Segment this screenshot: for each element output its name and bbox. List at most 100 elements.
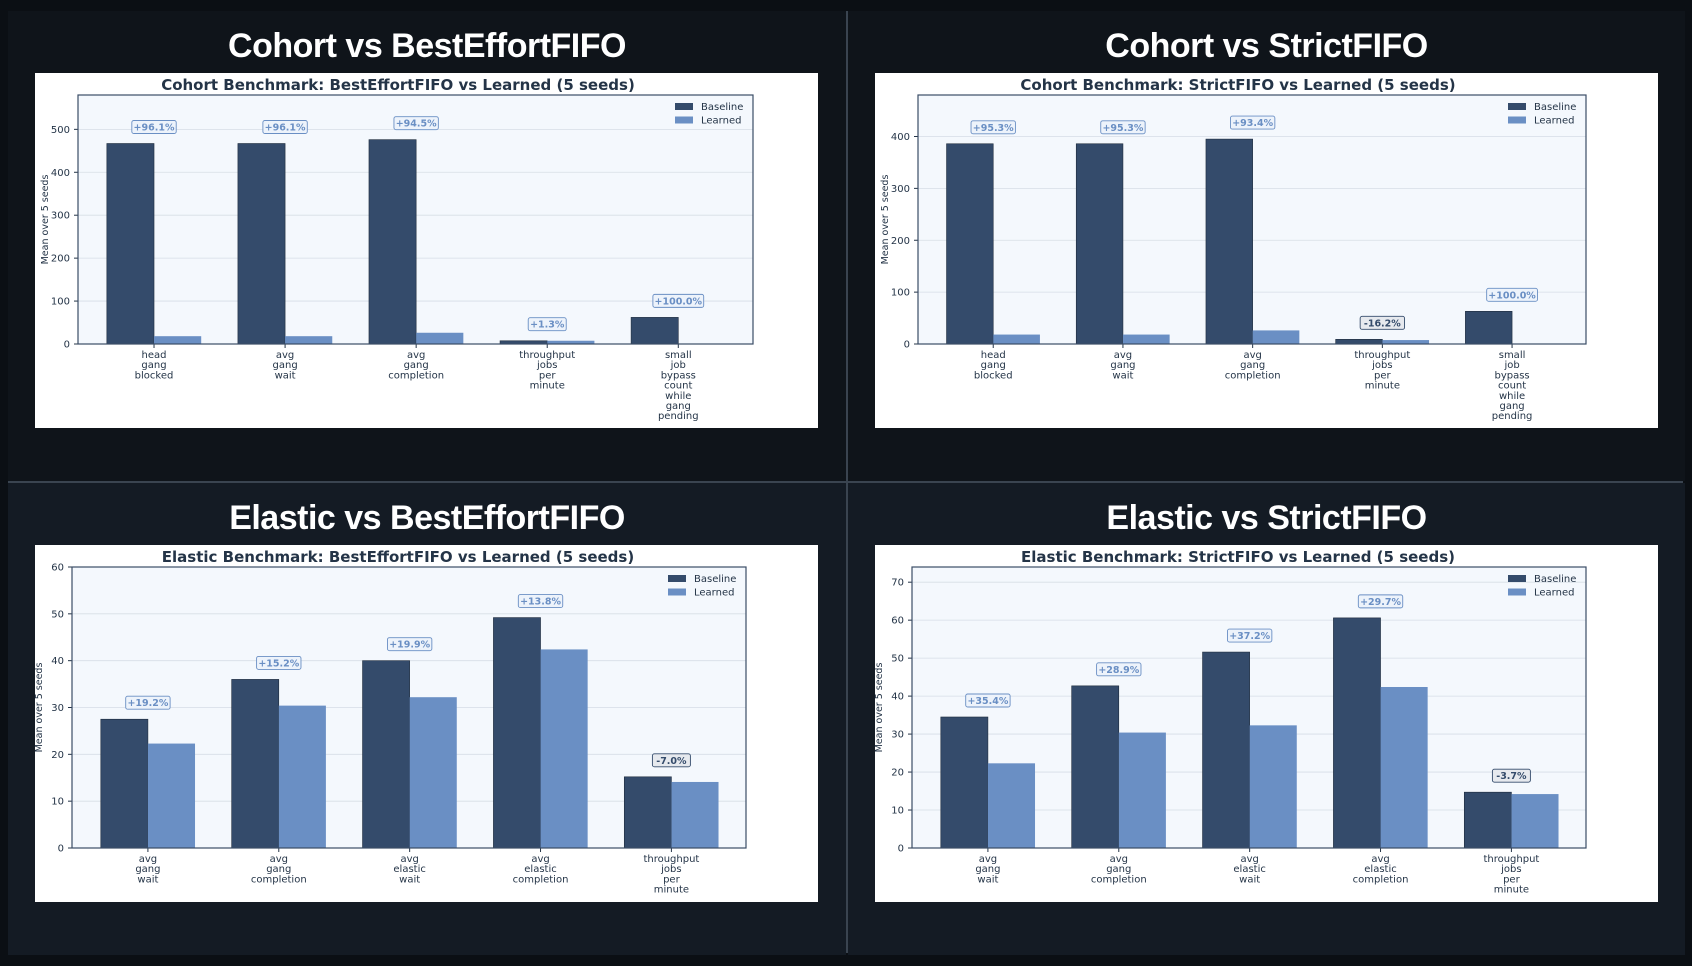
bar-learned	[547, 340, 595, 344]
bar-learned	[416, 332, 464, 344]
panel-elastic-strict: Elastic vs StrictFIFO Elastic Benchmark:…	[848, 483, 1685, 955]
x-tick-label: throughput	[519, 350, 575, 361]
x-tick-label: minute	[530, 381, 565, 392]
x-tick-label: avg	[1240, 854, 1258, 865]
bar-chart: Cohort Benchmark: BestEffortFIFO vs Lear…	[40, 76, 754, 422]
x-tick-label: elastic	[1233, 864, 1265, 875]
x-tick-label: gang	[981, 360, 1006, 371]
bar-chart: Elastic Benchmark: BestEffortFIFO vs Lea…	[35, 548, 747, 896]
legend-label: Baseline	[1534, 574, 1576, 585]
bar-baseline	[940, 716, 989, 849]
x-tick-label: gang	[1499, 401, 1524, 412]
x-tick-label: minute	[654, 885, 689, 896]
panel-title: Elastic vs BestEffortFIFO	[229, 499, 625, 537]
x-tick-label: gang	[273, 360, 298, 371]
annotation-label: +13.8%	[520, 597, 561, 608]
x-tick-label: gang	[1110, 360, 1135, 371]
legend-swatch	[1508, 575, 1526, 582]
x-tick-label: blocked	[974, 370, 1013, 381]
y-axis-label: Mean over 5 seeds	[35, 663, 45, 753]
x-tick-label: gang	[975, 864, 1000, 875]
legend-swatch	[668, 588, 686, 596]
y-tick-label: 100	[51, 297, 70, 308]
bar-baseline	[493, 617, 541, 849]
bar-baseline	[106, 143, 155, 345]
annotation-label: +29.7%	[1360, 597, 1401, 608]
legend-swatch	[1508, 588, 1526, 596]
y-tick-label: 300	[51, 211, 70, 222]
y-tick-label: 20	[891, 768, 904, 779]
bar-baseline	[1465, 311, 1513, 345]
x-tick-label: completion	[388, 370, 444, 381]
x-tick-label: wait	[137, 874, 158, 885]
bar-baseline	[231, 679, 280, 849]
x-tick-label: completion	[513, 874, 569, 885]
bar-baseline	[630, 317, 679, 345]
annotation-box	[256, 655, 302, 670]
x-tick-label: head	[142, 350, 167, 361]
x-tick-label: per	[1374, 370, 1392, 381]
annotation-box	[1096, 662, 1142, 677]
x-tick-label: gang	[1240, 360, 1265, 371]
y-tick-label: 0	[904, 340, 910, 351]
x-tick-label: jobs	[1371, 360, 1392, 371]
x-tick-label: elastic	[393, 864, 425, 875]
x-tick-label: gang	[404, 360, 429, 371]
x-tick-label: wait	[399, 874, 420, 885]
bar-baseline	[237, 143, 286, 345]
annotation-label: +1.3%	[530, 320, 565, 331]
annotation-box	[652, 293, 705, 308]
panel-cohort-strict: Cohort vs StrictFIFO Cohort Benchmark: S…	[848, 11, 1685, 481]
bar-learned	[1380, 686, 1428, 848]
x-tick-label: per	[539, 370, 557, 381]
panel-title: Elastic vs StrictFIFO	[1106, 499, 1427, 537]
y-tick-label: 60	[891, 616, 904, 627]
y-tick-label: 50	[51, 609, 64, 620]
annotation-box	[965, 693, 1011, 708]
x-tick-label: throughput	[643, 854, 699, 865]
annotation-box	[651, 753, 691, 768]
y-tick-label: 20	[51, 750, 64, 761]
x-tick-label: avg	[270, 854, 288, 865]
annotation-label: +100.0%	[655, 296, 703, 307]
x-tick-label: completion	[1225, 370, 1281, 381]
plot-frame	[911, 566, 1587, 849]
annotation-label: -16.2%	[1364, 318, 1401, 329]
legend-label: Learned	[701, 116, 741, 127]
panel-title: Cohort vs StrictFIFO	[1105, 27, 1428, 65]
annotation-box	[1227, 628, 1273, 643]
x-tick-label: bypass	[661, 370, 696, 381]
legend-swatch	[675, 116, 693, 124]
y-tick-label: 0	[64, 340, 70, 351]
annotation-box	[387, 637, 433, 652]
y-tick-label: 400	[51, 168, 70, 179]
y-tick-label: 70	[891, 578, 904, 589]
y-tick-label: 400	[891, 132, 910, 143]
dashboard-grid: Cohort vs BestEffortFIFO Cohort Benchmar…	[8, 11, 1685, 955]
chart-card: Elastic Benchmark: StrictFIFO vs Learned…	[875, 545, 1658, 902]
bar-baseline	[1463, 791, 1512, 849]
panel-elastic-besteffort: Elastic vs BestEffortFIFO Elastic Benchm…	[8, 483, 846, 955]
y-tick-label: 10	[51, 797, 64, 808]
plot-frame	[71, 566, 747, 849]
x-tick-label: jobs	[536, 360, 557, 371]
bar-learned	[1252, 330, 1300, 344]
x-tick-label: avg	[531, 854, 549, 865]
bar-learned	[1511, 794, 1559, 848]
x-tick-label: avg	[139, 854, 157, 865]
x-tick-label: throughput	[1354, 350, 1410, 361]
x-tick-label: job	[1503, 360, 1519, 371]
annotation-label: +95.3%	[1102, 123, 1143, 134]
x-tick-label: gang	[1106, 864, 1131, 875]
bar-baseline	[623, 776, 672, 849]
bar-baseline	[362, 660, 410, 849]
annotation-label: +37.2%	[1229, 631, 1270, 642]
annotation-box	[527, 317, 567, 332]
y-tick-label: 60	[51, 563, 64, 574]
x-tick-label: elastic	[524, 864, 556, 875]
x-tick-label: elastic	[1364, 864, 1396, 875]
x-tick-label: pending	[658, 411, 699, 422]
y-tick-label: 30	[51, 703, 64, 714]
bar-baseline	[1075, 143, 1124, 345]
x-tick-label: jobs	[660, 864, 681, 875]
